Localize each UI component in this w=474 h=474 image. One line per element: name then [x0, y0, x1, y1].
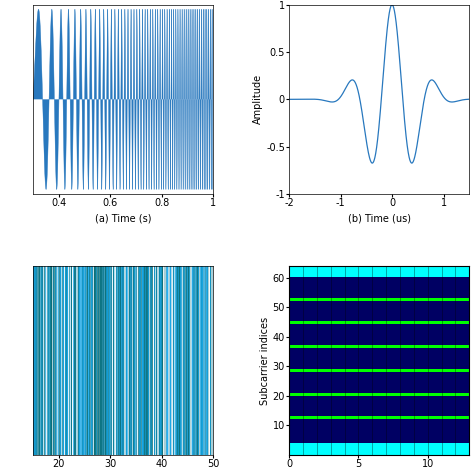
X-axis label: (a) Time (s): (a) Time (s): [95, 214, 152, 224]
X-axis label: (b) Time (us): (b) Time (us): [347, 214, 410, 224]
Y-axis label: Amplitude: Amplitude: [253, 74, 263, 124]
Y-axis label: Subcarrier indices: Subcarrier indices: [260, 316, 270, 404]
